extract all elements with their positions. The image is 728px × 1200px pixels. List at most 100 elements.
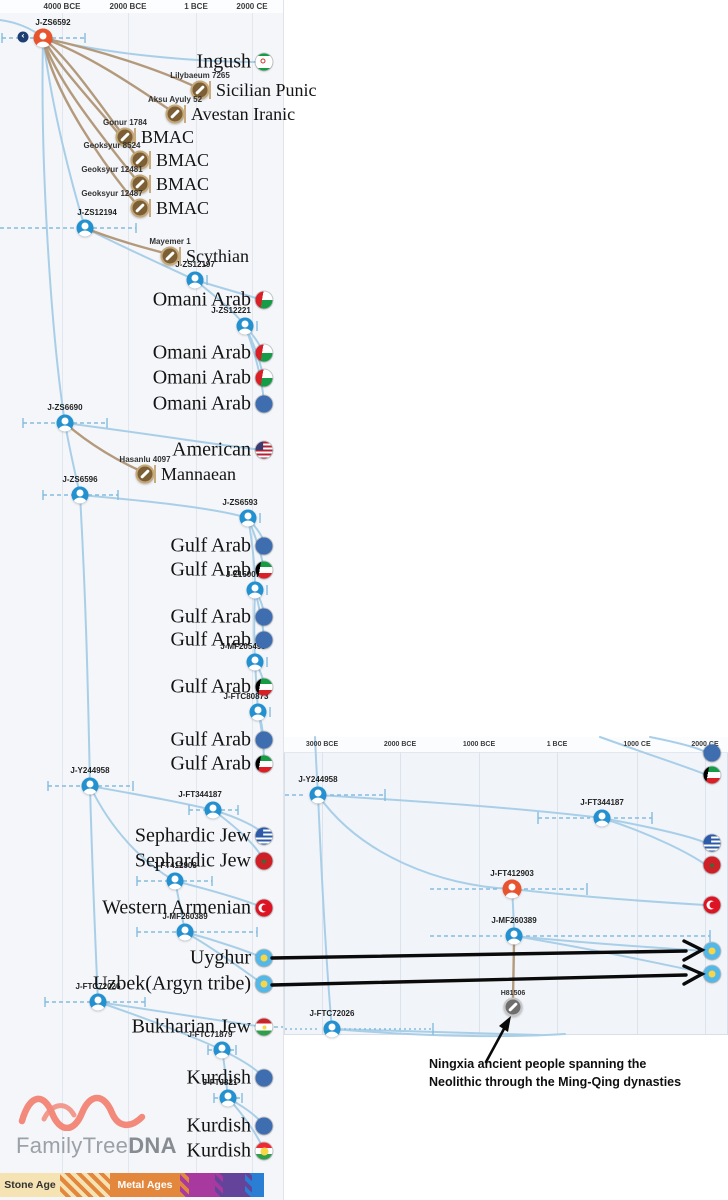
inset-haplogroup-node[interactable]	[323, 1020, 341, 1038]
kazakhstan-flag-icon[interactable]	[703, 965, 721, 983]
inset-haplogroup-node[interactable]	[593, 809, 611, 827]
population-label[interactable]: Gulf Arab	[170, 628, 251, 651]
haplogroup-node[interactable]	[81, 777, 99, 795]
population-label[interactable]: Gulf Arab	[170, 605, 251, 628]
haplogroup-node[interactable]	[219, 1089, 237, 1107]
ancient-sample-node[interactable]	[165, 104, 185, 124]
population-label[interactable]: Gulf Arab	[170, 728, 251, 751]
turkey-flag-icon[interactable]	[255, 899, 273, 917]
ancient-population-label[interactable]: Mannaean	[154, 465, 236, 483]
haplogroup-label[interactable]: J-ZS12194	[77, 208, 117, 217]
population-label[interactable]: Omani Arab	[152, 288, 251, 311]
usa-flag-icon[interactable]	[255, 441, 273, 459]
population-label[interactable]: Gulf Arab	[170, 752, 251, 775]
haplogroup-node[interactable]	[76, 219, 94, 237]
haplogroup-label[interactable]: J-FT344187	[580, 798, 624, 807]
inset-haplogroup-node[interactable]	[309, 786, 327, 804]
population-label[interactable]: Bukharian Jew	[131, 1015, 251, 1038]
population-label[interactable]: Omani Arab	[152, 366, 251, 389]
generic-flag-icon[interactable]	[255, 537, 273, 555]
ancient-population-label[interactable]: BMAC	[149, 175, 209, 193]
population-label[interactable]: Kurdish	[186, 1114, 251, 1137]
generic-flag-icon[interactable]	[255, 1117, 273, 1135]
ancient-sample-node-gray[interactable]	[503, 997, 523, 1017]
generic-flag-icon[interactable]	[255, 1069, 273, 1087]
morocco-flag-icon[interactable]	[703, 856, 721, 874]
tajikistan-flag-icon[interactable]	[255, 1018, 273, 1036]
haplogroup-node[interactable]	[239, 509, 257, 527]
kazakhstan-flag-icon[interactable]	[255, 975, 273, 993]
inset-haplogroup-node[interactable]	[505, 927, 523, 945]
oman-flag-icon[interactable]	[255, 291, 273, 309]
population-label[interactable]: Kurdish	[186, 1066, 251, 1089]
greece-flag-icon[interactable]	[255, 827, 273, 845]
ancient-population-label[interactable]: Sicilian Punic	[209, 81, 317, 99]
ancient-population-label[interactable]: BMAC	[134, 128, 194, 146]
haplogroup-node[interactable]	[166, 872, 184, 890]
population-label[interactable]: Gulf Arab	[170, 558, 251, 581]
generic-flag-icon[interactable]	[255, 631, 273, 649]
population-label[interactable]: American	[172, 438, 251, 461]
ancient-sample-node[interactable]	[160, 246, 180, 266]
haplogroup-label[interactable]: J-FT412903	[490, 869, 534, 878]
person-icon-head	[39, 32, 47, 40]
haplogroup-label[interactable]: J-FTC72026	[309, 1009, 355, 1018]
kuwait-flag-icon[interactable]	[703, 766, 721, 784]
kurdistan-flag-icon[interactable]	[255, 1142, 273, 1160]
haplogroup-label[interactable]: J-Y244958	[298, 775, 338, 784]
haplogroup-label[interactable]: J-ZS6596	[62, 475, 98, 484]
haplogroup-node[interactable]	[89, 993, 107, 1011]
haplogroup-node[interactable]	[204, 801, 222, 819]
oman-flag-icon[interactable]	[255, 344, 273, 362]
oman-flag-icon[interactable]	[255, 369, 273, 387]
haplogroup-label[interactable]: J-FT344187	[178, 790, 222, 799]
haplogroup-label[interactable]: J-MF260389	[491, 916, 537, 925]
haplogroup-node[interactable]	[33, 28, 53, 48]
population-label[interactable]: Sephardic Jew	[134, 849, 251, 872]
generic-flag-icon[interactable]	[255, 608, 273, 626]
population-label[interactable]: Gulf Arab	[170, 675, 251, 698]
haplogroup-node[interactable]	[71, 486, 89, 504]
ancient-sample-node[interactable]	[135, 464, 155, 484]
population-label[interactable]: Sephardic Jew	[134, 824, 251, 847]
kazakhstan-flag-icon[interactable]	[255, 949, 273, 967]
generic-flag-icon[interactable]	[703, 744, 721, 762]
population-label[interactable]: Uyghur	[189, 946, 251, 969]
inset-haplogroup-node[interactable]	[502, 879, 522, 899]
ancient-sample-node[interactable]	[130, 198, 150, 218]
haplogroup-node[interactable]	[186, 271, 204, 289]
population-label[interactable]: Gulf Arab	[170, 534, 251, 557]
haplogroup-label[interactable]: J-ZS6592	[35, 18, 71, 27]
haplogroup-node[interactable]	[236, 317, 254, 335]
haplogroup-node[interactable]	[246, 581, 264, 599]
generic-flag-icon[interactable]	[255, 731, 273, 749]
haplogroup-node[interactable]	[246, 653, 264, 671]
population-label[interactable]: Uzbek(Argyn tribe)	[93, 972, 251, 995]
haplogroup-node[interactable]	[249, 703, 267, 721]
kuwait-flag-icon[interactable]	[255, 678, 273, 696]
morocco-flag-icon[interactable]	[255, 852, 273, 870]
kuwait-flag-icon[interactable]	[255, 561, 273, 579]
population-label[interactable]: Omani Arab	[152, 341, 251, 364]
population-label[interactable]: Kurdish	[186, 1139, 251, 1162]
haplogroup-node[interactable]	[176, 923, 194, 941]
ingushetia-flag-icon[interactable]	[255, 53, 273, 71]
haplogroup-label[interactable]: J-Y244958	[70, 766, 110, 775]
generic-flag-icon[interactable]	[255, 395, 273, 413]
kuwait-flag-icon[interactable]	[255, 755, 273, 773]
greece-flag-icon[interactable]	[703, 834, 721, 852]
ancient-sample-label: Lilybaeum 7265	[170, 71, 230, 80]
ancient-population-label[interactable]: Avestan Iranic	[184, 105, 295, 123]
kazakhstan-flag-icon[interactable]	[703, 942, 721, 960]
haplogroup-node[interactable]	[56, 414, 74, 432]
ancient-population-label[interactable]: BMAC	[149, 151, 209, 169]
haplogroup-label[interactable]: J-ZS6593	[222, 498, 258, 507]
collapse-parent-button[interactable]: ‹	[17, 31, 29, 43]
haplogroup-node[interactable]	[213, 1041, 231, 1059]
ancient-population-label[interactable]: BMAC	[149, 199, 209, 217]
population-label[interactable]: Western Armenian	[102, 896, 251, 919]
ancient-population-label[interactable]: Scythian	[179, 247, 249, 265]
population-label[interactable]: Omani Arab	[152, 392, 251, 415]
turkey-flag-icon[interactable]	[703, 896, 721, 914]
haplogroup-label[interactable]: J-ZS6690	[47, 403, 83, 412]
